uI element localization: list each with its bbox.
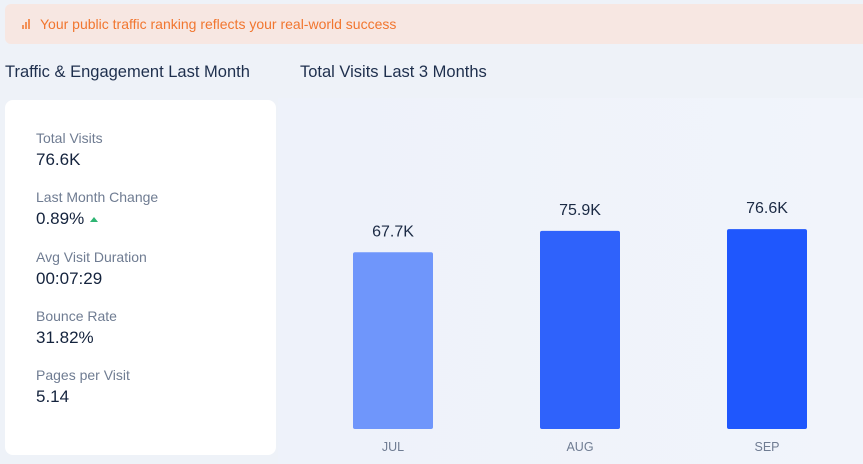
info-banner: Your public traffic ranking reflects you…: [5, 4, 863, 44]
x-tick-label: JUL: [382, 440, 404, 454]
bar-value-label: 67.7K: [372, 223, 414, 240]
metric-bounce-rate: Bounce Rate 31.82%: [36, 308, 117, 348]
bar-value-label: 76.6K: [746, 200, 788, 217]
metric-last-month-change: Last Month Change 0.89%: [36, 189, 158, 229]
metric-value: 76.6K: [36, 150, 81, 169]
bar-sep[interactable]: [727, 229, 807, 429]
metric-label: Bounce Rate: [36, 308, 117, 324]
metric-value: 31.82%: [36, 328, 94, 347]
bar-value-label: 75.9K: [559, 202, 601, 219]
metric-pages-per-visit: Pages per Visit 5.14: [36, 367, 130, 407]
metric-label: Avg Visit Duration: [36, 249, 147, 265]
visits-chart-panel: 67.7K JUL 75.9K AUG 76.6K SEP: [278, 98, 863, 464]
engagement-card: Total Visits 76.6K Last Month Change 0.8…: [5, 100, 276, 455]
metric-value: 0.89%: [36, 209, 158, 229]
metric-label: Last Month Change: [36, 189, 159, 205]
trend-up-icon: [90, 217, 99, 222]
bar-jul[interactable]: [353, 252, 433, 429]
metric-label: Total Visits: [36, 130, 103, 146]
traffic-engagement-title: Traffic & Engagement Last Month: [5, 63, 250, 81]
banner-text: Your public traffic ranking reflects you…: [40, 16, 397, 32]
metric-value: 00:07:29: [36, 269, 103, 288]
bar-aug[interactable]: [540, 230, 620, 429]
metric-label: Pages per Visit: [36, 367, 130, 383]
metric-total-visits: Total Visits 76.6K: [36, 130, 103, 170]
metric-avg-visit-duration: Avg Visit Duration 00:07:29: [36, 249, 147, 289]
x-tick-label: SEP: [754, 440, 779, 454]
bar-chart-icon: [22, 19, 30, 29]
total-visits-title: Total Visits Last 3 Months: [300, 63, 487, 81]
metric-value: 5.14: [36, 387, 70, 406]
x-tick-label: AUG: [566, 440, 593, 454]
visits-bar-chart: 67.7K JUL 75.9K AUG 76.6K SEP: [353, 200, 807, 454]
